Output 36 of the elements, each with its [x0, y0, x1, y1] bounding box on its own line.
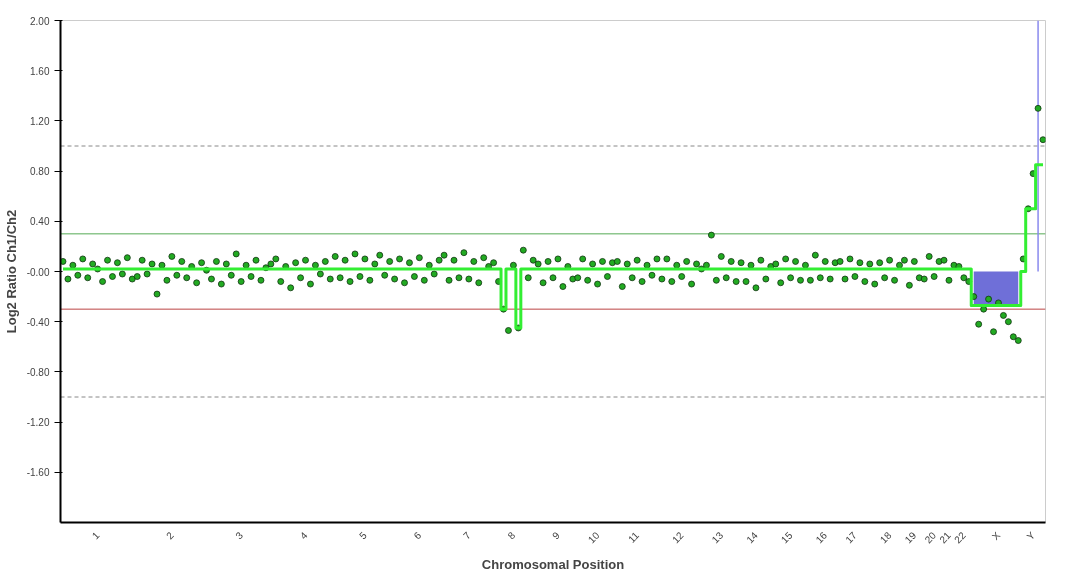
- x-tick-label: 5: [357, 529, 370, 542]
- x-tick-label: 18: [877, 529, 894, 546]
- x-tick-label: 1: [89, 529, 102, 542]
- y-axis-title: Log2 Ratio Ch1/Ch2: [3, 209, 19, 334]
- y-tick-label: 0.80: [30, 166, 50, 178]
- y-tick-label: 2.00: [30, 15, 50, 27]
- y-tick-label: -0.40: [26, 316, 50, 328]
- x-tick-label: 7: [461, 529, 474, 542]
- x-tick-label: 11: [625, 529, 642, 545]
- y-tick-label: 1.60: [30, 65, 50, 77]
- x-tick-label: 20: [922, 529, 939, 546]
- y-tick-label: -0.80: [26, 366, 50, 378]
- x-axis-title: Chromosomal Position: [481, 557, 625, 573]
- y-tick-label: -1.20: [26, 417, 50, 429]
- x-tick-label: 19: [902, 529, 919, 546]
- x-tick-label: 16: [813, 529, 830, 546]
- x-tick-label: 4: [297, 529, 310, 542]
- x-tick-label: 17: [843, 529, 860, 546]
- x-tick-label: 3: [233, 529, 246, 542]
- x-tick-label: 9: [550, 529, 563, 542]
- x-tick-label: 2: [164, 529, 177, 542]
- x-tick-label: 21: [937, 529, 954, 546]
- x-tick-label: 14: [744, 529, 761, 546]
- y-tick-label: -1.60: [26, 467, 50, 479]
- y-tick-label: 1.20: [30, 115, 50, 127]
- y-tick-label: -0.00: [26, 266, 50, 278]
- x-tick-label: X: [989, 529, 1003, 543]
- x-tick-label: 8: [505, 529, 518, 542]
- x-tick-label: 13: [709, 529, 726, 546]
- x-tick-label: Y: [1024, 529, 1038, 543]
- y-tick-label: 0.40: [30, 216, 50, 228]
- x-tick-label: 6: [411, 529, 424, 542]
- x-tick-label: 12: [670, 529, 686, 546]
- x-tick-label: 15: [778, 529, 795, 546]
- x-tick-label: 10: [585, 529, 602, 546]
- x-tick-label: 22: [952, 529, 969, 546]
